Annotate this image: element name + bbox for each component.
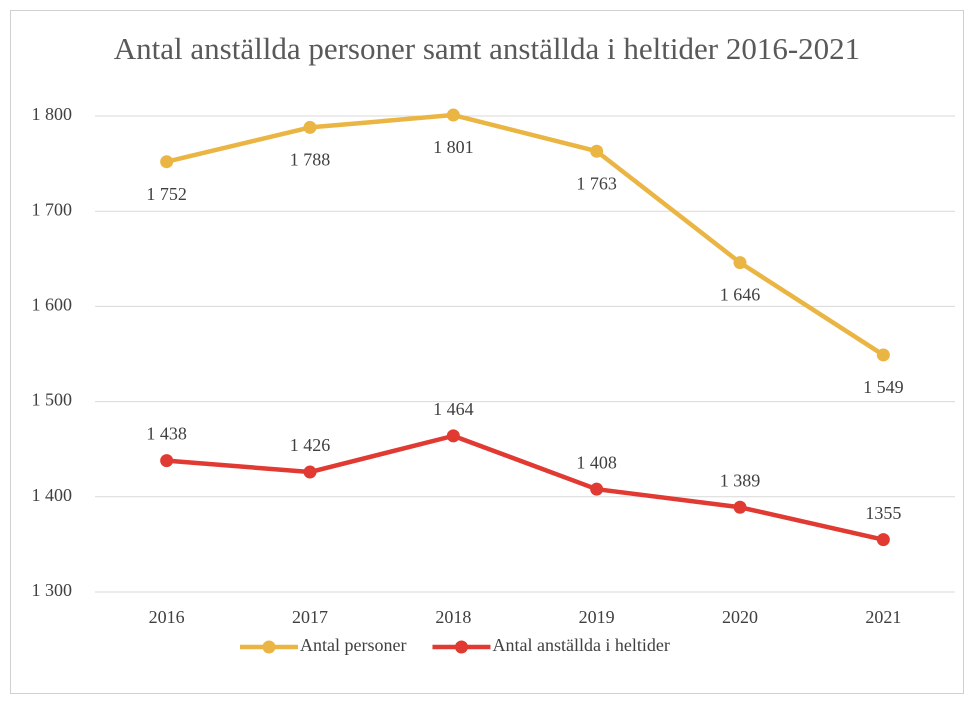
data-label: 1 389	[720, 470, 761, 490]
data-point	[733, 256, 747, 270]
data-label: 1355	[865, 503, 901, 523]
x-tick-label: 2018	[435, 607, 471, 627]
y-tick-label: 1 600	[32, 295, 73, 315]
y-tick-label: 1 500	[32, 390, 73, 410]
series-line	[166, 433, 884, 542]
x-tick-label: 2021	[865, 607, 901, 627]
series-line	[166, 112, 885, 357]
data-point	[446, 108, 460, 122]
chart-title: Antal anställda personer samt anställda …	[114, 31, 860, 66]
y-tick-label: 1 400	[32, 485, 73, 505]
data-label: 1 426	[290, 435, 331, 455]
x-tick-label: 2019	[579, 607, 615, 627]
data-point	[303, 465, 317, 479]
data-point	[590, 482, 604, 496]
x-tick-label: 2017	[292, 607, 328, 627]
data-label: 1 752	[146, 184, 187, 204]
data-point	[160, 155, 174, 169]
legend-label: Antal personer	[300, 635, 406, 655]
data-label: 1 801	[433, 137, 474, 157]
y-tick-label: 1 800	[32, 104, 73, 124]
data-label: 1 646	[720, 285, 761, 305]
legend-marker	[454, 640, 468, 654]
data-point	[446, 429, 460, 443]
legend-marker	[262, 640, 276, 654]
y-tick-label: 1 300	[32, 580, 73, 600]
x-tick-label: 2020	[722, 607, 758, 627]
y-tick-label: 1 700	[32, 199, 73, 219]
data-label: 1 549	[863, 377, 904, 397]
x-tick-label: 2016	[149, 607, 185, 627]
chart-border	[10, 10, 964, 694]
data-label: 1 763	[576, 173, 617, 193]
data-point	[303, 120, 317, 134]
data-label: 1 438	[146, 424, 187, 444]
data-label: 1 408	[576, 452, 617, 472]
data-point	[590, 144, 604, 158]
data-label: 1 464	[433, 399, 474, 419]
data-label: 1 788	[290, 150, 331, 170]
data-point	[160, 454, 174, 468]
legend-label: Antal anställda i heltider	[492, 635, 669, 655]
data-point	[876, 533, 890, 547]
data-point	[876, 348, 890, 362]
data-point	[733, 500, 747, 514]
